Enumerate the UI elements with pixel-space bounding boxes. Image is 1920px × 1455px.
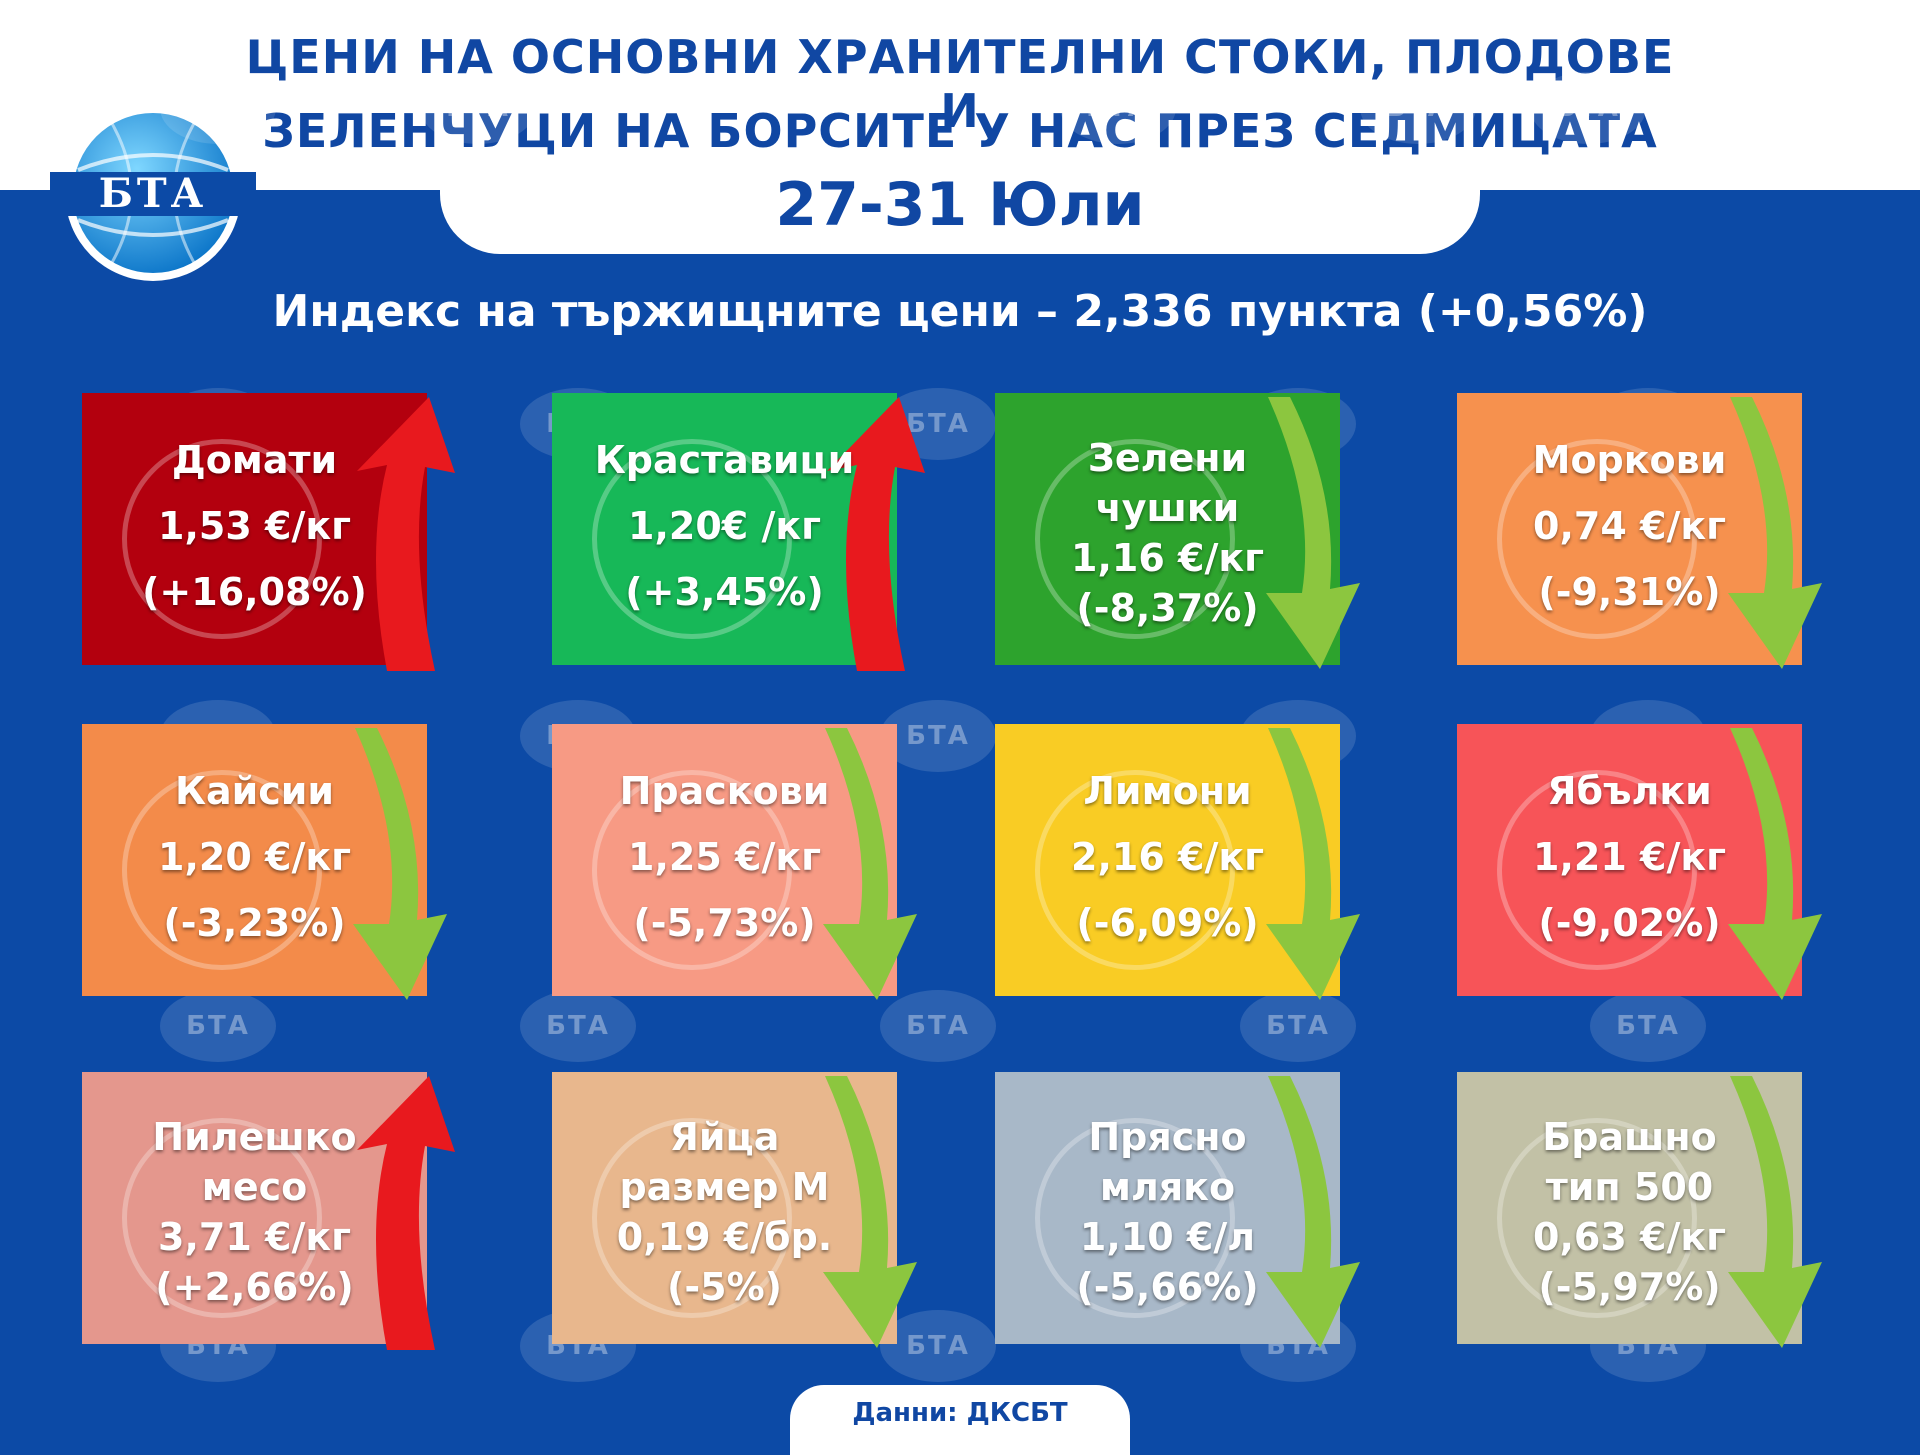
product-name: Краставици bbox=[594, 438, 855, 482]
product-price: 3,71 €/кг bbox=[158, 1215, 351, 1259]
price-card: Краставици 1,20€ /кг (+3,45%) bbox=[552, 393, 932, 671]
peach-icon bbox=[592, 770, 792, 970]
arrow-up-icon bbox=[357, 397, 455, 671]
flour-icon bbox=[1497, 1118, 1697, 1318]
price-card: Лимони 2,16 €/кг (-6,09%) bbox=[995, 724, 1375, 1000]
product-price: 2,16 €/кг bbox=[1071, 835, 1264, 879]
price-change: (+3,45%) bbox=[625, 570, 824, 614]
price-change: (-6,09%) bbox=[1076, 901, 1259, 945]
arrow-down-icon bbox=[1728, 397, 1822, 669]
chicken-icon bbox=[122, 1118, 322, 1318]
arrow-down-icon bbox=[353, 728, 447, 1000]
bta-watermark: БТА bbox=[1360, 72, 1476, 144]
price-card: Праскови 1,25 €/кг (-5,73%) bbox=[552, 724, 932, 1000]
arrow-down-icon bbox=[1728, 728, 1822, 1000]
bta-logo: БТА bbox=[50, 105, 256, 281]
price-card: Яйца размер М 0,19 €/бр. (-5%) bbox=[552, 1072, 932, 1348]
product-name: Домати bbox=[171, 438, 338, 482]
bta-watermark: БТА bbox=[1590, 990, 1706, 1062]
product-price: 1,20€ /кг bbox=[628, 504, 821, 548]
price-card: Моркови 0,74 €/кг (-9,31%) bbox=[1457, 393, 1837, 669]
price-card: Брашно тип 500 0,63 €/кг (-5,97%) bbox=[1457, 1072, 1837, 1348]
arrow-down-icon bbox=[1728, 1076, 1822, 1348]
lemon-icon bbox=[1035, 770, 1235, 970]
carrot-icon bbox=[1497, 439, 1697, 639]
title-line-1: ЦЕНИ НА ОСНОВНИ ХРАНИТЕЛНИ СТОКИ, ПЛОДОВ… bbox=[245, 30, 1675, 138]
product-name: Яйца bbox=[669, 1115, 780, 1159]
price-change: (-5,73%) bbox=[633, 901, 816, 945]
arrow-up-icon bbox=[357, 1076, 455, 1350]
price-change: (-9,31%) bbox=[1538, 570, 1721, 614]
price-card: Кайсии 1,20 €/кг (-3,23%) bbox=[82, 724, 462, 1000]
date-range: 27-31 Юли bbox=[775, 170, 1145, 240]
data-source: Данни: ДКСБТ bbox=[852, 1398, 1068, 1428]
product-price: 1,21 €/кг bbox=[1533, 835, 1726, 879]
title-tab bbox=[440, 150, 1480, 254]
product-name: Зелени bbox=[1087, 436, 1248, 480]
bta-watermark: БТА bbox=[880, 1310, 996, 1382]
product-name: Ябълки bbox=[1547, 769, 1712, 813]
product-price: 1,53 €/кг bbox=[158, 504, 351, 548]
apricot-icon bbox=[122, 770, 322, 970]
product-name-line2: месо bbox=[201, 1165, 308, 1209]
cucumber-icon bbox=[592, 439, 792, 639]
price-change: (-5,97%) bbox=[1538, 1265, 1721, 1309]
product-name: Моркови bbox=[1532, 438, 1727, 482]
product-name: Прясно bbox=[1088, 1115, 1247, 1159]
product-price: 1,16 €/кг bbox=[1071, 536, 1264, 580]
product-price: 0,19 €/бр. bbox=[616, 1215, 833, 1259]
milk-icon bbox=[1035, 1118, 1235, 1318]
price-card: Домати 1,53 €/кг (+16,08%) bbox=[82, 393, 462, 671]
product-name: Лимони bbox=[1083, 769, 1252, 813]
bta-watermark: БТА bbox=[520, 990, 636, 1062]
product-name: Праскови bbox=[619, 769, 830, 813]
arrow-down-icon bbox=[1266, 397, 1360, 669]
price-change: (-8,37%) bbox=[1076, 586, 1259, 630]
arrow-down-icon bbox=[823, 728, 917, 1000]
bta-watermark: БТА bbox=[420, 72, 536, 144]
title-line-2: ЗЕЛЕНЧУЦИ НА БОРСИТЕ У НАС ПРЕЗ СЕДМИЦАТ… bbox=[262, 104, 1658, 158]
arrow-down-icon bbox=[1266, 728, 1360, 1000]
product-price: 1,10 €/л bbox=[1079, 1215, 1256, 1259]
bta-watermark: БТА bbox=[880, 990, 996, 1062]
market-price-index: Индекс на тържищните цени – 2,336 пункта… bbox=[272, 286, 1648, 337]
product-price: 0,63 €/кг bbox=[1533, 1215, 1726, 1259]
bta-watermark: БТА bbox=[1060, 72, 1176, 144]
arrow-down-icon bbox=[1266, 1076, 1360, 1348]
tomato-icon bbox=[122, 439, 322, 639]
product-price: 0,74 €/кг bbox=[1533, 504, 1726, 548]
svg-text:БТА: БТА bbox=[99, 170, 208, 217]
arrow-up-icon bbox=[827, 397, 925, 671]
price-change: (-3,23%) bbox=[163, 901, 346, 945]
product-name: Кайсии bbox=[174, 769, 335, 813]
arrow-down-icon bbox=[823, 1076, 917, 1348]
price-change: (-5,66%) bbox=[1076, 1265, 1259, 1309]
product-price: 1,25 €/кг bbox=[628, 835, 821, 879]
price-change: (-9,02%) bbox=[1538, 901, 1721, 945]
price-card: Пилешко месо 3,71 €/кг (+2,66%) bbox=[82, 1072, 462, 1350]
price-change: (+2,66%) bbox=[155, 1265, 354, 1309]
price-card: Ябълки 1,21 €/кг (-9,02%) bbox=[1457, 724, 1837, 1000]
product-name: Брашно bbox=[1542, 1115, 1717, 1159]
product-name-line2: чушки bbox=[1095, 486, 1240, 530]
egg-icon bbox=[592, 1118, 792, 1318]
product-name-line2: мляко bbox=[1099, 1165, 1236, 1209]
product-name: Пилешко bbox=[152, 1115, 357, 1159]
apple-icon bbox=[1497, 770, 1697, 970]
price-card: Прясно мляко 1,10 €/л (-5,66%) bbox=[995, 1072, 1375, 1348]
bta-watermark: БТА bbox=[1530, 72, 1646, 144]
product-price: 1,20 €/кг bbox=[158, 835, 351, 879]
bta-watermark: БТА bbox=[160, 990, 276, 1062]
product-name-line2: размер М bbox=[619, 1165, 830, 1209]
bta-watermark: БТА bbox=[880, 700, 996, 772]
price-change: (+16,08%) bbox=[142, 570, 367, 614]
price-change: (-5%) bbox=[666, 1265, 783, 1309]
price-card: Зелени чушки 1,16 €/кг (-8,37%) bbox=[995, 393, 1375, 669]
pepper-icon bbox=[1035, 439, 1235, 639]
bta-watermark: БТА bbox=[1240, 990, 1356, 1062]
bta-watermark: БТА bbox=[160, 72, 276, 144]
product-name-line2: тип 500 bbox=[1545, 1165, 1714, 1209]
